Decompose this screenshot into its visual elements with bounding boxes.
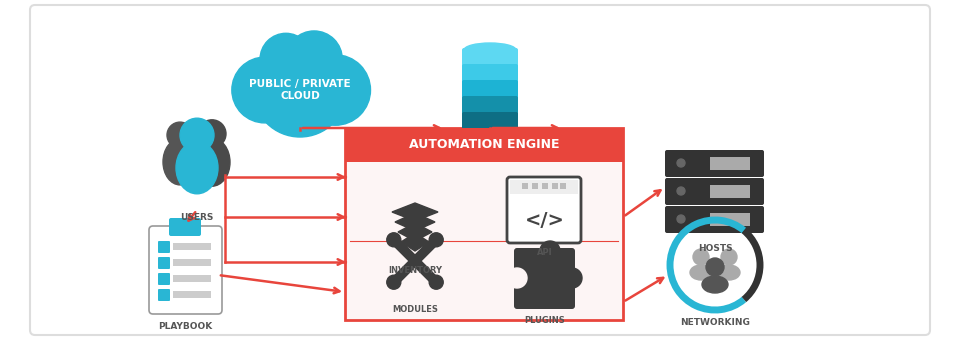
FancyBboxPatch shape [173, 291, 211, 298]
FancyBboxPatch shape [665, 206, 764, 233]
Circle shape [429, 275, 444, 289]
Text: NETWORKING: NETWORKING [680, 318, 750, 327]
Circle shape [540, 241, 560, 261]
FancyBboxPatch shape [173, 259, 211, 266]
Polygon shape [392, 203, 438, 221]
Ellipse shape [176, 142, 218, 194]
Ellipse shape [690, 265, 712, 280]
FancyBboxPatch shape [345, 128, 623, 320]
FancyBboxPatch shape [510, 180, 578, 194]
FancyBboxPatch shape [532, 183, 538, 189]
FancyBboxPatch shape [462, 64, 518, 86]
Text: PUBLIC / PRIVATE
CLOUD: PUBLIC / PRIVATE CLOUD [250, 79, 350, 101]
Text: HOSTS: HOSTS [698, 244, 732, 253]
Circle shape [677, 215, 685, 223]
Circle shape [677, 159, 685, 167]
Circle shape [677, 187, 685, 195]
FancyBboxPatch shape [665, 178, 764, 205]
FancyBboxPatch shape [462, 96, 518, 118]
FancyBboxPatch shape [710, 185, 750, 198]
Text: API: API [538, 248, 553, 257]
Text: USERS: USERS [180, 213, 214, 222]
Polygon shape [398, 223, 432, 241]
Circle shape [693, 249, 709, 265]
FancyBboxPatch shape [552, 183, 558, 189]
FancyBboxPatch shape [169, 218, 201, 236]
Ellipse shape [163, 139, 197, 185]
FancyBboxPatch shape [665, 150, 764, 177]
FancyBboxPatch shape [522, 183, 528, 189]
Circle shape [429, 233, 444, 247]
Circle shape [562, 268, 582, 288]
FancyBboxPatch shape [507, 177, 581, 243]
Circle shape [260, 33, 312, 85]
FancyBboxPatch shape [158, 257, 170, 269]
FancyBboxPatch shape [149, 226, 222, 314]
Polygon shape [401, 233, 429, 251]
Text: PLUGINS: PLUGINS [524, 316, 565, 325]
Ellipse shape [464, 43, 516, 57]
Text: MODULES: MODULES [392, 305, 438, 314]
FancyBboxPatch shape [173, 243, 211, 250]
Circle shape [507, 268, 527, 288]
FancyBboxPatch shape [560, 183, 566, 189]
FancyBboxPatch shape [173, 275, 211, 282]
Text: AUTOMATION ENGINE: AUTOMATION ENGINE [409, 138, 560, 151]
Text: CMDB: CMDB [471, 33, 509, 43]
Circle shape [286, 31, 343, 87]
Circle shape [232, 57, 298, 123]
FancyBboxPatch shape [158, 241, 170, 253]
FancyBboxPatch shape [158, 289, 170, 301]
Circle shape [253, 43, 347, 137]
Ellipse shape [194, 138, 230, 186]
Text: </>: </> [525, 210, 564, 229]
FancyBboxPatch shape [710, 213, 750, 226]
Circle shape [387, 275, 400, 289]
Ellipse shape [702, 276, 728, 293]
FancyBboxPatch shape [710, 157, 750, 170]
FancyBboxPatch shape [345, 128, 623, 162]
FancyBboxPatch shape [158, 273, 170, 285]
FancyBboxPatch shape [30, 5, 930, 335]
Circle shape [387, 233, 400, 247]
FancyBboxPatch shape [462, 80, 518, 102]
Text: PLAYBOOK: PLAYBOOK [157, 322, 212, 331]
Circle shape [198, 120, 226, 148]
Polygon shape [395, 213, 435, 231]
Circle shape [706, 258, 724, 276]
Circle shape [721, 249, 737, 265]
FancyBboxPatch shape [514, 248, 575, 309]
FancyBboxPatch shape [462, 48, 518, 70]
Circle shape [300, 55, 371, 125]
FancyBboxPatch shape [542, 183, 548, 189]
Ellipse shape [718, 265, 740, 280]
Text: INVENTORY: INVENTORY [388, 266, 442, 275]
Circle shape [167, 122, 193, 148]
Circle shape [180, 118, 214, 152]
FancyBboxPatch shape [462, 112, 518, 134]
